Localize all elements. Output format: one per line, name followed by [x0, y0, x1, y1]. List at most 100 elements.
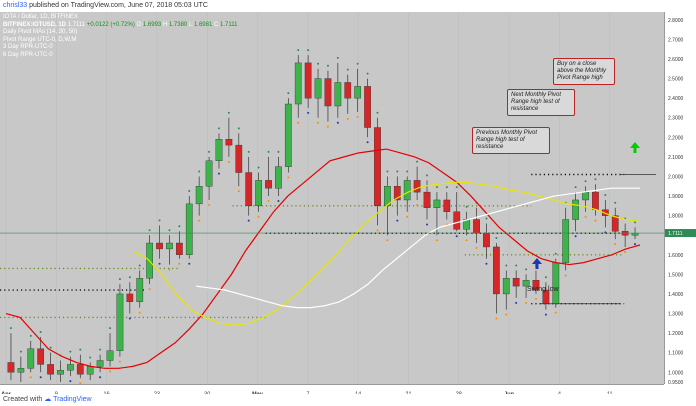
- legend-open: 1.6993: [142, 21, 162, 28]
- pivot-dot: [426, 223, 429, 226]
- candle-body: [334, 82, 342, 107]
- annotation-previous-monthly-pivot[interactable]: Previous Monthly Pivot Range high test o…: [472, 127, 550, 154]
- candle-body: [7, 362, 15, 373]
- pivot-dot: [39, 331, 42, 334]
- price-tick-label: 2.7000: [668, 37, 684, 43]
- pivot-dot: [237, 190, 240, 193]
- legend-c-label: C:: [214, 21, 220, 28]
- candle-body: [413, 180, 421, 193]
- pivot-dot: [317, 121, 320, 124]
- chart-plot-area[interactable]: IOTA / Dollar, 1D, BITFINEX BITFINEX:IOT…: [0, 12, 664, 384]
- pivot-dot: [435, 239, 438, 242]
- time-axis[interactable]: Apr9162330May7142128Jun411: [0, 384, 664, 398]
- pivot-dot: [584, 215, 587, 218]
- pivot-dot: [128, 276, 131, 279]
- pivot-dot: [346, 68, 349, 71]
- pivot-dot: [564, 274, 567, 277]
- pivot-dot: [485, 262, 488, 265]
- candle-body: [443, 199, 451, 212]
- price-tick-label: 1.6000: [668, 253, 684, 259]
- pivot-dot: [435, 186, 438, 189]
- pivot-dot: [19, 350, 22, 353]
- legend-o-label: O:: [136, 21, 143, 28]
- chart-legend: IOTA / Dollar, 1D, BITFINEX BITFINEX:IOT…: [3, 14, 237, 60]
- legend-indicator: Pivot Range UTC-0, D,W,M: [3, 36, 77, 43]
- publish-header: chrisl33 published on TradingView.com, J…: [0, 0, 696, 12]
- pivot-dot: [574, 235, 577, 238]
- pivot-dot: [426, 174, 429, 177]
- pivot-dot: [525, 268, 528, 271]
- candle-body: [393, 186, 401, 201]
- price-tick-label: 1.3000: [668, 312, 684, 318]
- swing-low-arrow-icon: [532, 258, 542, 264]
- candle-body: [195, 186, 203, 205]
- price-tick-label: 1.0000: [668, 370, 684, 376]
- pivot-dot: [257, 166, 260, 169]
- legend-indicator: 3 Day RPR-UTC-0: [3, 44, 53, 51]
- candle-body: [314, 78, 322, 99]
- candle-body: [156, 242, 163, 250]
- annotation-buy-signal[interactable]: Buy on a close above the Monthly Pivot R…: [553, 58, 615, 85]
- candle-body: [126, 293, 134, 302]
- candle-body: [611, 215, 619, 232]
- pivot-dot: [277, 150, 280, 153]
- pivot-dot: [297, 121, 300, 124]
- legend-change: +0.0122 (+0.72%): [86, 21, 135, 28]
- candle-body: [453, 211, 461, 230]
- pivot-dot: [158, 262, 161, 265]
- candle-body: [403, 180, 411, 201]
- price-tick-label: 2.2000: [668, 135, 684, 141]
- pivot-dot: [138, 311, 141, 314]
- candle-body: [47, 364, 54, 375]
- candle-body: [324, 78, 332, 107]
- footer: Created with ☁ TradingView: [0, 394, 696, 406]
- candle-body: [492, 246, 500, 295]
- pivot-dot: [287, 92, 290, 95]
- buy-arrow-stem: [633, 148, 637, 153]
- pivot-dot: [307, 49, 310, 52]
- candle-body: [304, 62, 312, 99]
- pivot-dot: [515, 264, 518, 267]
- price-tick-label: 2.5000: [668, 77, 684, 83]
- candle-body: [592, 191, 599, 210]
- candle-body: [37, 348, 45, 365]
- price-axis[interactable]: 2.8000 2.7000 2.6000 2.5000 2.4000 2.3000 2.20…: [664, 12, 696, 386]
- candle-body: [255, 180, 262, 207]
- pivot-dot: [128, 317, 131, 320]
- pivot-dot: [376, 111, 379, 114]
- pivot-dot: [29, 376, 32, 379]
- pivot-dot: [198, 170, 201, 173]
- footer-brand[interactable]: TradingView: [53, 396, 92, 403]
- publisher-user[interactable]: chrisl33: [3, 2, 28, 9]
- pivot-dot: [138, 264, 141, 267]
- pivot-dot: [455, 235, 458, 238]
- candle-body: [67, 364, 74, 371]
- candle-body: [562, 219, 570, 263]
- candle-body: [76, 364, 84, 375]
- candle-body: [205, 160, 213, 187]
- pivot-dot: [317, 62, 320, 65]
- candle-body: [175, 242, 183, 255]
- buy-arrow-icon: [630, 142, 640, 148]
- pivot-dot: [178, 262, 181, 265]
- pivot-dot: [346, 117, 349, 120]
- pivot-dot: [297, 49, 300, 52]
- candle-body: [17, 368, 25, 373]
- pivot-dot: [534, 297, 537, 300]
- candle-body: [512, 278, 520, 287]
- pivot-dot: [168, 229, 171, 232]
- pivot-dot: [79, 348, 82, 351]
- candle-body: [502, 278, 510, 295]
- pivot-dot: [356, 115, 359, 118]
- candle-body: [136, 278, 144, 302]
- pivot-dot: [525, 301, 528, 304]
- pivot-dot: [326, 64, 329, 67]
- last-price-marker: [665, 229, 696, 238]
- candle-body: [423, 191, 431, 208]
- candle-body: [225, 139, 233, 146]
- ma30-line: [132, 181, 641, 326]
- pivot-dot: [188, 190, 191, 193]
- pivot-dot: [584, 180, 587, 183]
- annotation-next-monthly-pivot[interactable]: Next Monthly Pivot Range high test of re…: [507, 89, 575, 116]
- price-tick-label: 2.3000: [668, 116, 684, 122]
